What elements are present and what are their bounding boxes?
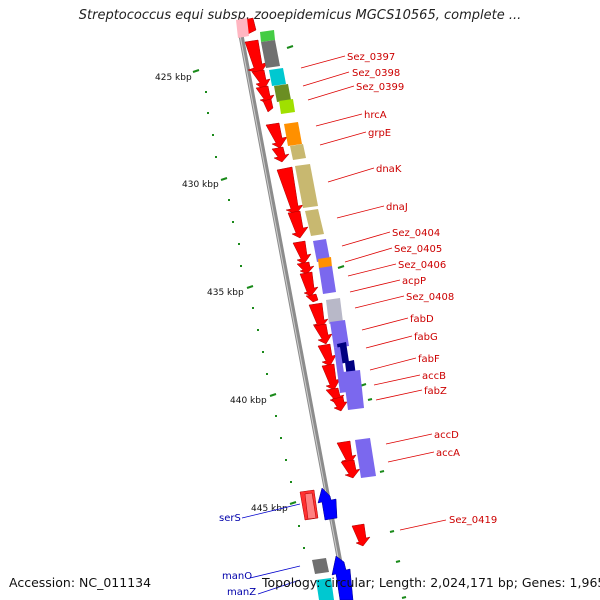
scale-label-425: 425 kbp [155, 73, 192, 83]
gene-arrow[interactable] [351, 523, 371, 547]
scale-label-430: 430 kbp [182, 180, 219, 190]
gene-label-fabd[interactable]: fabD [410, 314, 434, 325]
gene-label-grpe[interactable]: grpE [368, 128, 391, 139]
cog-bar [269, 68, 286, 86]
gene-arrow[interactable] [276, 166, 304, 215]
gene-arrow[interactable] [244, 39, 269, 75]
scale-label-440: 440 kbp [230, 396, 267, 406]
gene-label-mano[interactable]: manO [222, 571, 252, 582]
cog-bar [236, 18, 249, 38]
gene-arrow[interactable] [271, 146, 290, 163]
gene-arrow[interactable] [296, 261, 315, 275]
gene-arrow[interactable] [292, 240, 312, 265]
cog-bar [312, 558, 329, 574]
gene-label-fabf[interactable]: fabF [418, 354, 440, 365]
reverse-gene-arrows [317, 487, 354, 600]
cog-bar [334, 347, 347, 393]
cog-bar [355, 438, 376, 478]
cog-bar [274, 84, 291, 102]
cog-bar [284, 122, 302, 146]
gene-arrow[interactable] [336, 440, 357, 465]
cog-bar [318, 257, 332, 269]
gene-arrow[interactable] [340, 459, 361, 479]
gene-label-sers[interactable]: serS [219, 513, 241, 524]
gene-label-accd[interactable]: accD [434, 430, 459, 441]
label-leader-lines-reverse [241, 503, 301, 595]
cog-bar [319, 266, 336, 294]
cog-bar [305, 209, 324, 236]
cog-bar [261, 40, 280, 68]
cog-bar [313, 239, 330, 262]
gene-label-sez0419[interactable]: Sez_0419 [449, 515, 497, 526]
gene-label-sez0406[interactable]: Sez_0406 [398, 260, 446, 271]
gene-label-hrca[interactable]: hrcA [364, 110, 387, 121]
cog-bar [295, 164, 318, 208]
gene-arrow[interactable] [304, 492, 317, 520]
cog-bar [279, 99, 295, 114]
gene-arrow[interactable] [308, 302, 329, 329]
gene-label-sez0397[interactable]: Sez_0397 [347, 52, 395, 63]
scale-label-435: 435 kbp [207, 288, 244, 298]
scale-label-445: 445 kbp [251, 504, 288, 514]
gene-arrow[interactable] [262, 98, 274, 113]
gene-label-dnaj[interactable]: dnaJ [386, 202, 408, 213]
scale-labels: 425 kbp 430 kbp 435 kbp 440 kbp 445 kbp [155, 73, 288, 514]
gene-arrow[interactable] [305, 293, 319, 303]
cog-bar [326, 298, 343, 324]
gene-arrow[interactable] [331, 396, 348, 412]
cog-bar [290, 144, 306, 160]
cog-bar [316, 578, 334, 600]
gene-arrow[interactable] [317, 343, 337, 367]
gene-arrow[interactable] [313, 323, 333, 345]
gene-arrow[interactable] [265, 122, 288, 149]
gene-label-sez0399[interactable]: Sez_0399 [356, 82, 404, 93]
gene-labels: Sez_0397 Sez_0398 Sez_0399 hrcA grpE dna… [219, 52, 497, 598]
gene-label-acpp[interactable]: acpP [402, 276, 426, 287]
gene-label-accb[interactable]: accB [422, 371, 446, 382]
topology-label: Topology: circular; Length: 2,024,171 bp… [262, 575, 600, 590]
scale-ticks-left [192, 69, 305, 549]
forward-gene-arrows [242, 17, 371, 547]
gene-arrow[interactable] [331, 555, 354, 600]
gene-label-dnak[interactable]: dnaK [376, 164, 402, 175]
gene-label-sez0405[interactable]: Sez_0405 [394, 244, 442, 255]
gene-label-sez0408[interactable]: Sez_0408 [406, 292, 454, 303]
cog-bar [330, 320, 349, 348]
gene-arrow[interactable] [251, 69, 271, 91]
gene-label-manz[interactable]: manZ [227, 587, 256, 598]
accession-label: Accession: NC_011134 [9, 575, 152, 590]
gene-arrow[interactable] [317, 487, 338, 521]
cog-bar [260, 30, 275, 42]
map-title: Streptococcus equi subsp. zooepidemicus … [78, 8, 522, 23]
gene-arrow[interactable] [287, 210, 309, 239]
gene-label-fabz[interactable]: fabZ [424, 386, 447, 397]
cog-bars [236, 18, 376, 600]
cog-bar [343, 370, 364, 410]
gene-label-sez0398[interactable]: Sez_0398 [352, 68, 400, 79]
gene-arrow[interactable] [299, 271, 319, 297]
gene-label-sez0404[interactable]: Sez_0404 [392, 228, 440, 239]
gene-label-fabg[interactable]: fabG [414, 332, 438, 343]
gene-label-acca[interactable]: accA [436, 448, 460, 459]
label-leader-lines [300, 55, 447, 531]
gene-arrow[interactable] [321, 363, 341, 391]
